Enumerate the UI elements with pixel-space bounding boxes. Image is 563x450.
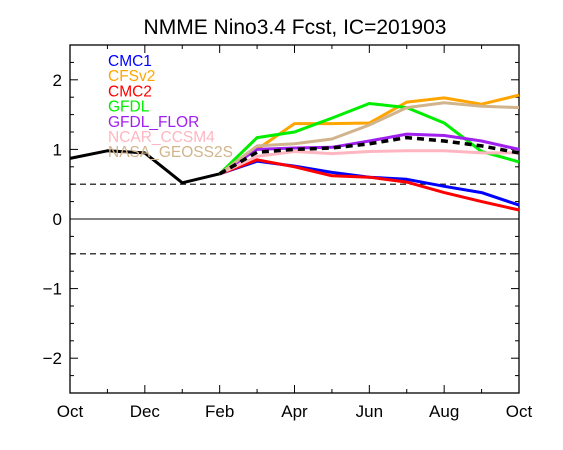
- y-tick-label: 2: [53, 71, 62, 90]
- x-tick-label: Aug: [429, 402, 459, 421]
- legend-entry-ncar-ccsm4: NCAR_CCSM4: [108, 129, 215, 146]
- series-line-ncar-ccsm4: [219, 149, 519, 176]
- x-tick-label: Oct: [57, 402, 84, 421]
- legend-entry-nasa-geoss2s: NASA_GEOSS2S: [108, 144, 233, 161]
- series-line-cmc2: [219, 158, 520, 212]
- y-tick-label: 1: [53, 140, 62, 159]
- x-tick-label: Oct: [506, 402, 533, 421]
- x-tick-label: Dec: [130, 402, 161, 421]
- observed-line: [69, 149, 221, 185]
- x-tick-label: Feb: [205, 402, 234, 421]
- y-axis-tick-labels: 2 1 0 −1 −2: [43, 71, 62, 368]
- ensemble-mean-line: [218, 135, 520, 176]
- legend-entry-gfdl: GFDL: [108, 99, 150, 116]
- x-tick-label: Jun: [356, 402, 383, 421]
- x-tick-label: Apr: [281, 402, 308, 421]
- series-line-nasa-geoss2s: [218, 101, 520, 176]
- legend-entry-cmc1: CMC1: [108, 53, 152, 70]
- legend: CMC1CFSv2CMC2GFDLGFDL_FLORNCAR_CCSM4NASA…: [108, 53, 233, 161]
- reference-lines: [70, 183, 519, 255]
- legend-entry-cmc2: CMC2: [108, 83, 152, 100]
- chart-title: NMME Nino3.4 Fcst, IC=201903: [144, 16, 447, 39]
- series-line-gfdl: [218, 102, 520, 175]
- y-tick-label: −2: [43, 349, 62, 368]
- series-line-gfdl-flor: [218, 132, 520, 176]
- y-tick-label: −1: [43, 280, 62, 299]
- x-axis-tick-labels: Oct Dec Feb Apr Jun Aug Oct: [57, 402, 533, 421]
- legend-entry-cfsv2: CFSv2: [108, 68, 155, 85]
- series-line-cfsv2: [218, 93, 520, 176]
- legend-entry-gfdl-flor: GFDL_FLOR: [108, 114, 199, 131]
- series-lines: [69, 93, 520, 212]
- y-tick-label: 0: [53, 210, 62, 229]
